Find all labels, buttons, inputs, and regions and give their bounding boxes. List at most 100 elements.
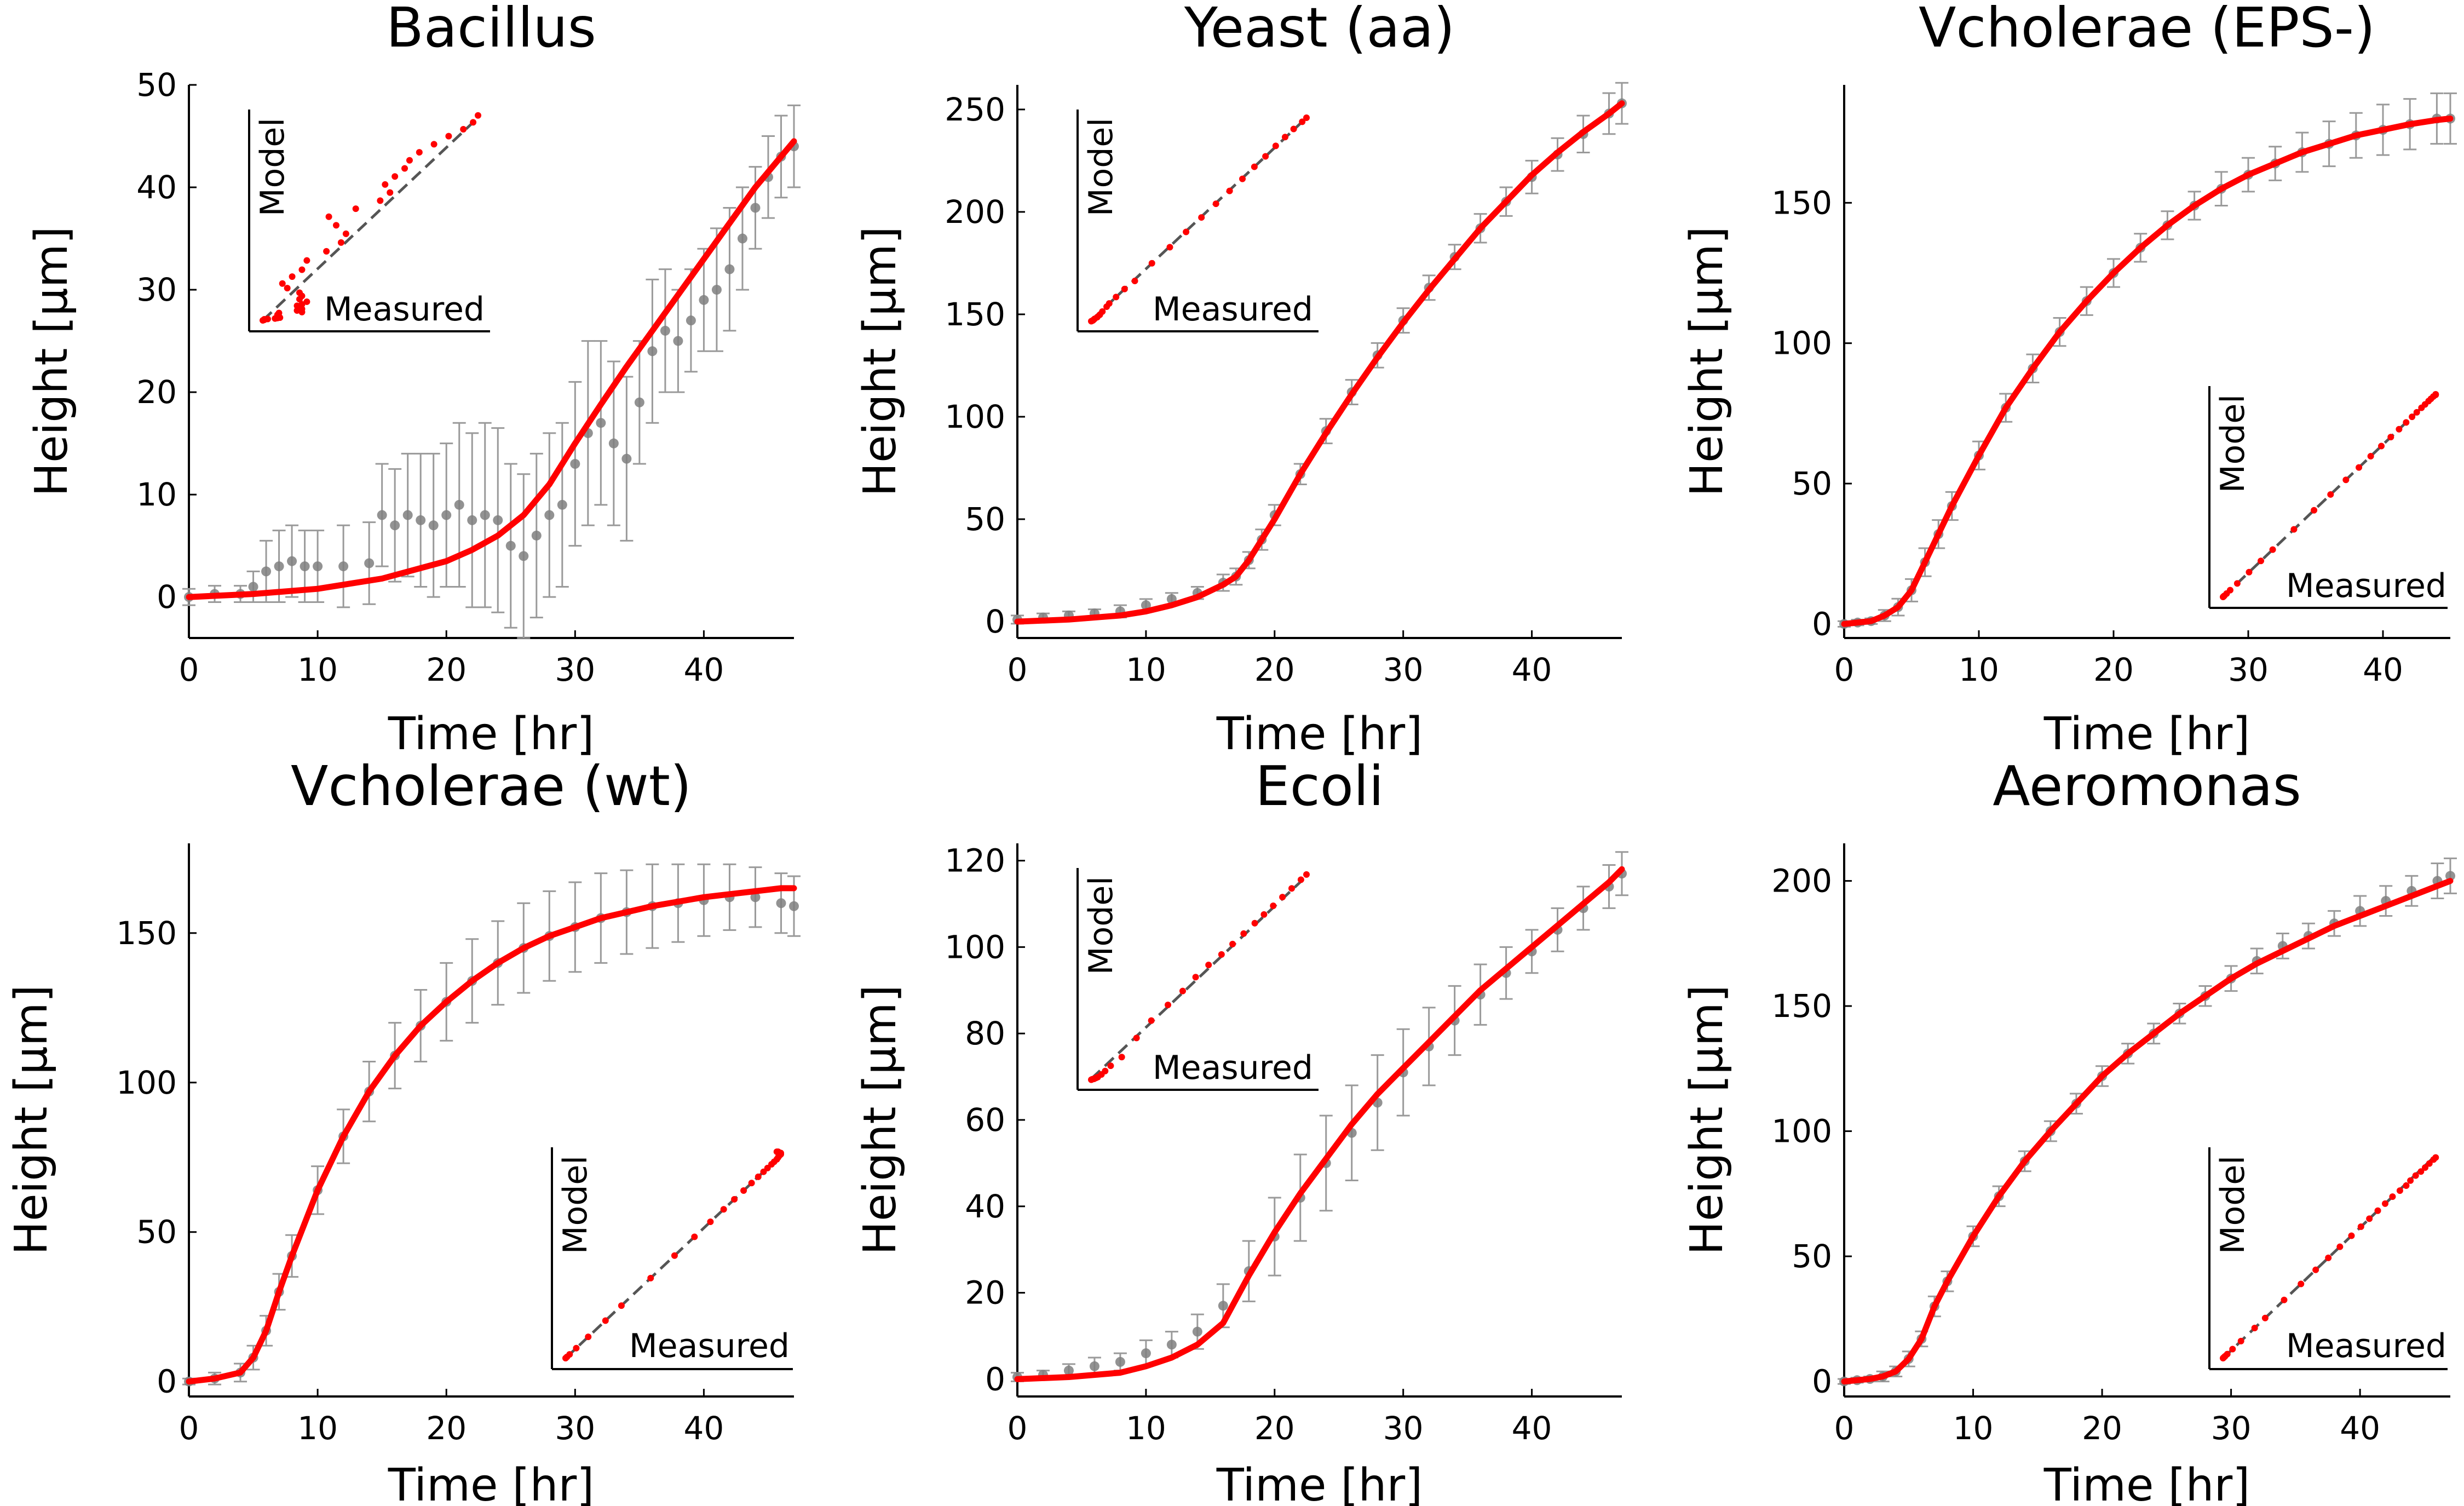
- x-tick-label: 30: [1383, 1410, 1424, 1447]
- x-tick-label: 40: [2363, 651, 2403, 688]
- x-tick-label: 30: [1383, 651, 1424, 688]
- inset-point: [284, 285, 291, 292]
- inset-point: [2432, 391, 2439, 398]
- data-point: [1141, 1348, 1151, 1359]
- inset-identity-line: [1090, 875, 1308, 1080]
- panel-ecoli: Ecoli Time [hr] Height [µm] Measured Mod…: [854, 754, 1628, 1506]
- data-point: [621, 453, 632, 464]
- inset-point: [1205, 961, 1212, 968]
- y-tick-label: 0: [1812, 1363, 1832, 1400]
- inset-point: [1218, 951, 1225, 958]
- x-axis-label: Time [hr]: [2043, 1459, 2250, 1506]
- inset-identity-line: [262, 117, 479, 321]
- inset-point: [1290, 125, 1297, 133]
- inset-point: [352, 205, 359, 212]
- y-tick-label: 50: [1792, 1238, 1832, 1275]
- y-tick-label: 250: [945, 91, 1005, 128]
- data-point: [750, 203, 761, 213]
- model-curve: [186, 138, 797, 600]
- x-axis-label: Time [hr]: [2043, 708, 2250, 760]
- inset-point: [773, 1148, 780, 1156]
- inset-y-label: Model: [254, 118, 292, 216]
- panel-title: Vcholerae (wt): [291, 754, 692, 818]
- inset-point: [1118, 1054, 1125, 1061]
- y-tick-label: 0: [985, 1360, 1005, 1398]
- x-tick-label: 30: [555, 1410, 595, 1447]
- inset-point: [573, 1344, 580, 1352]
- panel-title: Ecoli: [1256, 754, 1384, 818]
- inset-point: [2426, 1160, 2433, 1167]
- panel-bacillus: Bacillus Time [hr] Height [µm] Measured …: [26, 0, 801, 760]
- inset-point: [2412, 1172, 2419, 1179]
- inset-point: [406, 157, 413, 164]
- x-tick-label: 30: [2228, 651, 2269, 688]
- inset-point: [748, 1180, 755, 1187]
- inset-point: [1107, 1062, 1114, 1070]
- inset-point: [1183, 228, 1190, 235]
- inset-point: [1226, 187, 1233, 194]
- inset-point: [323, 248, 330, 255]
- inset-parity-plot: Measured Model: [248, 110, 490, 332]
- y-tick-label: 80: [965, 1015, 1005, 1052]
- inset-point: [691, 1233, 698, 1240]
- inset-point: [1166, 244, 1173, 251]
- data-point: [724, 264, 735, 274]
- inset-point: [289, 273, 296, 280]
- y-tick-label: 150: [116, 915, 177, 952]
- inset-point: [1251, 919, 1258, 927]
- inset-point: [1148, 1017, 1155, 1024]
- y-axis-label: Height [µm]: [26, 226, 78, 496]
- inset-x-label: Measured: [2286, 1327, 2446, 1365]
- y-tick-label: 30: [136, 271, 177, 308]
- inset-point: [2407, 1177, 2414, 1184]
- inset-point: [647, 1274, 654, 1281]
- inset-point: [2387, 434, 2394, 441]
- y-tick-label: 100: [945, 928, 1005, 965]
- inset-point: [2366, 1215, 2373, 1222]
- x-tick-label: 10: [297, 651, 338, 688]
- inset-point: [1121, 285, 1128, 292]
- model-curve: [1841, 116, 2454, 627]
- y-axis-label: Height [µm]: [5, 985, 57, 1255]
- inset-point: [566, 1351, 573, 1358]
- inset-point: [731, 1195, 738, 1203]
- inset-parity-plot: Measured Model: [551, 1147, 793, 1370]
- y-tick-label: 120: [945, 842, 1005, 880]
- panel-title: Aeromonas: [1993, 754, 2301, 818]
- inset-point: [1303, 114, 1310, 121]
- inset-x-label: Measured: [2286, 567, 2446, 605]
- x-tick-label: 10: [1126, 1410, 1166, 1447]
- inset-point: [2417, 1168, 2425, 1175]
- inset-point: [2378, 442, 2385, 450]
- inset-point: [382, 181, 389, 188]
- y-tick-label: 40: [965, 1188, 1005, 1225]
- data-point: [402, 510, 413, 520]
- inset-point: [325, 213, 332, 220]
- data-point: [493, 515, 503, 525]
- inset-point: [2357, 1223, 2364, 1231]
- inset-point: [2403, 419, 2410, 426]
- model-curve: [1014, 100, 1625, 625]
- data-point: [699, 295, 709, 305]
- y-tick-label: 150: [1771, 987, 1832, 1025]
- data-point: [274, 561, 284, 572]
- inset-point: [1212, 200, 1219, 208]
- x-tick-label: 20: [426, 1410, 467, 1447]
- inset-point: [1262, 153, 1269, 160]
- x-tick-label: 10: [1959, 651, 1999, 688]
- data-point: [313, 561, 323, 572]
- inset-point: [475, 112, 481, 119]
- inset-point: [1282, 134, 1289, 141]
- data-point: [1218, 1301, 1228, 1311]
- x-tick-label: 40: [684, 1410, 724, 1447]
- inset-point: [720, 1206, 727, 1213]
- data-point: [300, 561, 310, 572]
- inset-point: [2336, 1243, 2344, 1250]
- panel-title: Vcholerae (EPS-): [1919, 0, 2375, 60]
- panel-title: Bacillus: [386, 0, 596, 60]
- inset-point: [264, 315, 271, 323]
- x-tick-label: 0: [1834, 1410, 1855, 1447]
- inset-point: [2258, 557, 2265, 565]
- inset-point: [2237, 1337, 2244, 1344]
